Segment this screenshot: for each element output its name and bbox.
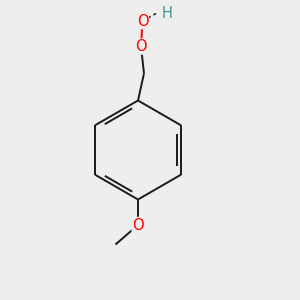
Text: O: O	[132, 218, 144, 232]
Text: H: H	[162, 6, 173, 21]
Text: O: O	[137, 14, 148, 28]
Text: O: O	[135, 39, 147, 54]
